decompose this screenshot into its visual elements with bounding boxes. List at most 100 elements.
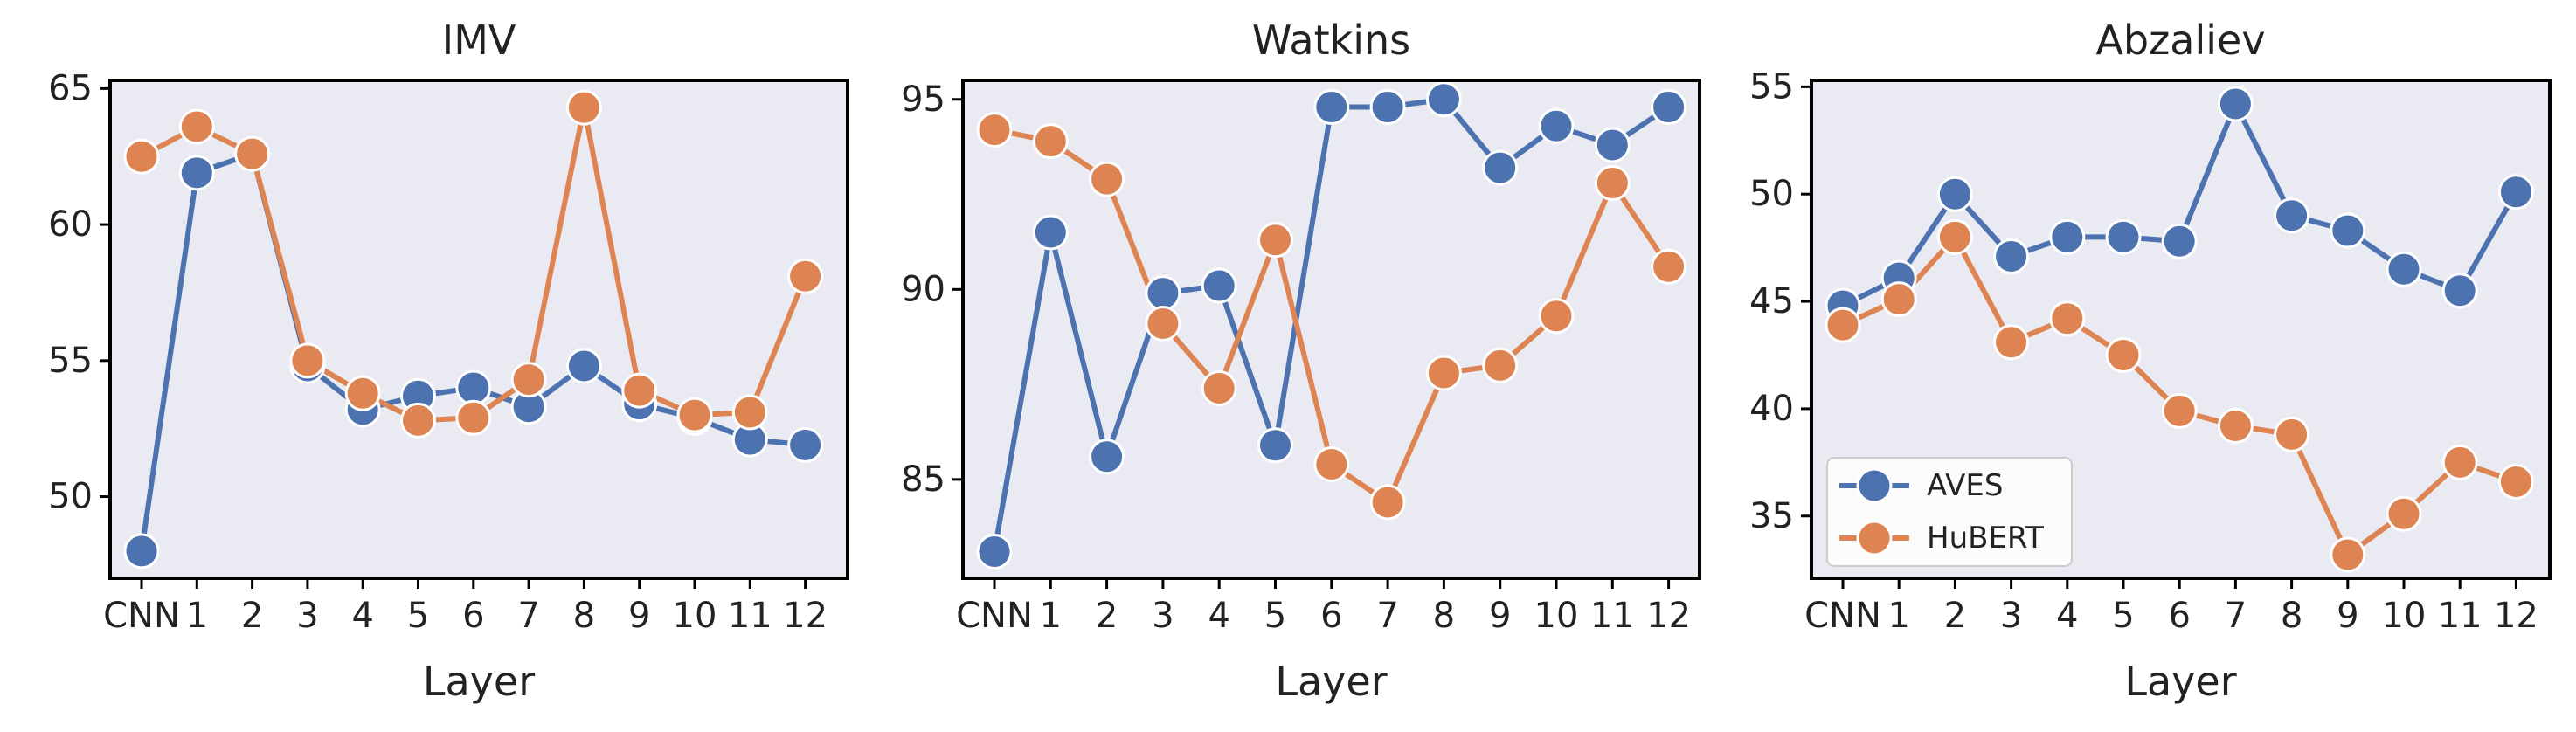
- data-point-hubert: [1993, 324, 2030, 361]
- x-tick-label: CNN: [103, 596, 180, 636]
- x-tick-label: 6: [1320, 596, 1342, 636]
- x-tick-label: 6: [2168, 596, 2190, 636]
- data-point-aves: [1369, 88, 1406, 125]
- data-point-hubert: [234, 135, 271, 172]
- y-tick-label: 55: [48, 341, 93, 381]
- y-tick-label: 55: [1749, 66, 1794, 107]
- y-tick-label: 90: [901, 269, 945, 309]
- data-point-aves: [178, 155, 215, 191]
- data-point-hubert: [123, 138, 160, 175]
- data-point-aves: [787, 426, 824, 463]
- data-point-hubert: [676, 397, 713, 433]
- x-tick-label: CNN: [1804, 596, 1881, 636]
- data-point-aves: [1594, 127, 1631, 163]
- plot-frame: [108, 79, 849, 580]
- x-tick-label: 2: [241, 596, 263, 636]
- x-tick-label: 3: [296, 596, 318, 636]
- x-tick-label: 6: [462, 596, 484, 636]
- data-point-hubert: [1425, 355, 1462, 391]
- data-point-aves: [1936, 176, 1973, 212]
- x-tick-label: 7: [517, 596, 539, 636]
- data-point-hubert: [344, 375, 381, 411]
- x-tick-label: 4: [1208, 596, 1229, 636]
- panel-title: Watkins: [1252, 17, 1410, 64]
- data-point-hubert: [289, 342, 326, 379]
- y-tick-label: 40: [1749, 389, 1794, 429]
- legend-marker-aves: [1856, 467, 1893, 504]
- x-tick-label: 10: [1534, 596, 1579, 636]
- data-point-hubert: [2049, 300, 2086, 337]
- data-point-aves: [1993, 238, 2030, 274]
- legend-marker-hubert: [1856, 520, 1893, 556]
- y-tick-label: 65: [48, 68, 93, 108]
- x-tick-label: 3: [1152, 596, 1174, 636]
- data-point-hubert: [1825, 307, 1861, 343]
- y-tick-label: 45: [1749, 281, 1794, 321]
- data-point-aves: [1145, 275, 1181, 312]
- plot-background: [110, 80, 848, 578]
- data-point-hubert: [178, 108, 215, 145]
- data-point-hubert: [1936, 218, 1973, 255]
- x-tick-label: 9: [2337, 596, 2358, 636]
- data-point-hubert: [1369, 484, 1406, 521]
- data-point-hubert: [1089, 161, 1125, 197]
- x-axis-label: Layer: [2124, 658, 2236, 705]
- data-point-aves: [1651, 88, 1687, 125]
- x-tick-label: 10: [2382, 596, 2427, 636]
- data-point-hubert: [1880, 281, 1917, 318]
- x-tick-label: 5: [1264, 596, 1286, 636]
- data-point-aves: [2441, 273, 2478, 309]
- data-point-aves: [2386, 251, 2422, 287]
- x-tick-label: 7: [1376, 596, 1398, 636]
- x-tick-label: 1: [1040, 596, 1062, 636]
- data-point-hubert: [1482, 347, 1519, 383]
- data-point-aves: [1482, 149, 1519, 186]
- x-axis-label: Layer: [423, 658, 535, 705]
- y-tick-label: 85: [901, 459, 945, 500]
- y-tick-label: 50: [48, 477, 93, 517]
- data-point-hubert: [2386, 495, 2422, 532]
- x-tick-label: 8: [1433, 596, 1455, 636]
- x-tick-label: 12: [1646, 596, 1691, 636]
- data-point-hubert: [787, 258, 824, 294]
- data-point-aves: [2049, 218, 2086, 255]
- data-point-aves: [2497, 174, 2534, 211]
- data-point-aves: [2105, 218, 2142, 255]
- data-point-hubert: [2105, 336, 2142, 373]
- x-tick-label: 1: [1887, 596, 1909, 636]
- data-point-hubert: [510, 362, 547, 398]
- data-point-aves: [976, 534, 1013, 570]
- x-tick-label: 12: [2494, 596, 2538, 636]
- data-point-hubert: [1257, 222, 1293, 259]
- data-point-hubert: [455, 399, 492, 436]
- plot-frame: [1810, 79, 2552, 580]
- data-point-aves: [2330, 212, 2366, 249]
- x-tick-label: 4: [2056, 596, 2078, 636]
- x-tick-label: 12: [783, 596, 828, 636]
- x-tick-label: 8: [573, 596, 595, 636]
- y-tick-label: 60: [48, 204, 93, 245]
- x-tick-label: 11: [728, 596, 772, 636]
- x-tick-label: 5: [2112, 596, 2134, 636]
- data-point-hubert: [621, 372, 658, 409]
- x-tick-label: 4: [351, 596, 373, 636]
- data-point-aves: [1201, 267, 1237, 304]
- data-point-aves: [1538, 107, 1575, 144]
- data-point-aves: [1089, 439, 1125, 475]
- x-tick-label: 5: [407, 596, 429, 636]
- data-point-aves: [1257, 427, 1293, 464]
- x-axis-label: Layer: [1275, 658, 1387, 705]
- data-point-hubert: [2497, 463, 2534, 500]
- x-tick-label: 8: [2281, 596, 2302, 636]
- data-point-hubert: [2441, 444, 2478, 480]
- data-point-hubert: [1145, 305, 1181, 342]
- legend: AVES HuBERT: [1826, 457, 2073, 567]
- x-tick-label: 9: [628, 596, 650, 636]
- data-point-hubert: [1594, 164, 1631, 201]
- data-point-aves: [123, 533, 160, 570]
- x-tick-label: 11: [2438, 596, 2483, 636]
- data-point-hubert: [400, 402, 436, 439]
